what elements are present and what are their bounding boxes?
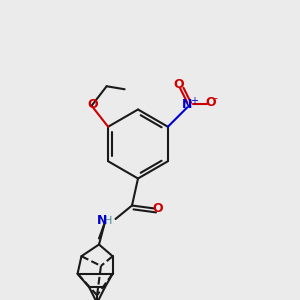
Text: +: + (190, 96, 198, 106)
Text: O: O (205, 96, 216, 109)
Text: N: N (97, 214, 107, 227)
Text: -: - (214, 93, 218, 103)
Text: N: N (182, 98, 193, 111)
Text: O: O (173, 78, 184, 91)
Text: O: O (88, 98, 98, 111)
Text: H: H (104, 215, 112, 226)
Text: O: O (153, 202, 164, 215)
